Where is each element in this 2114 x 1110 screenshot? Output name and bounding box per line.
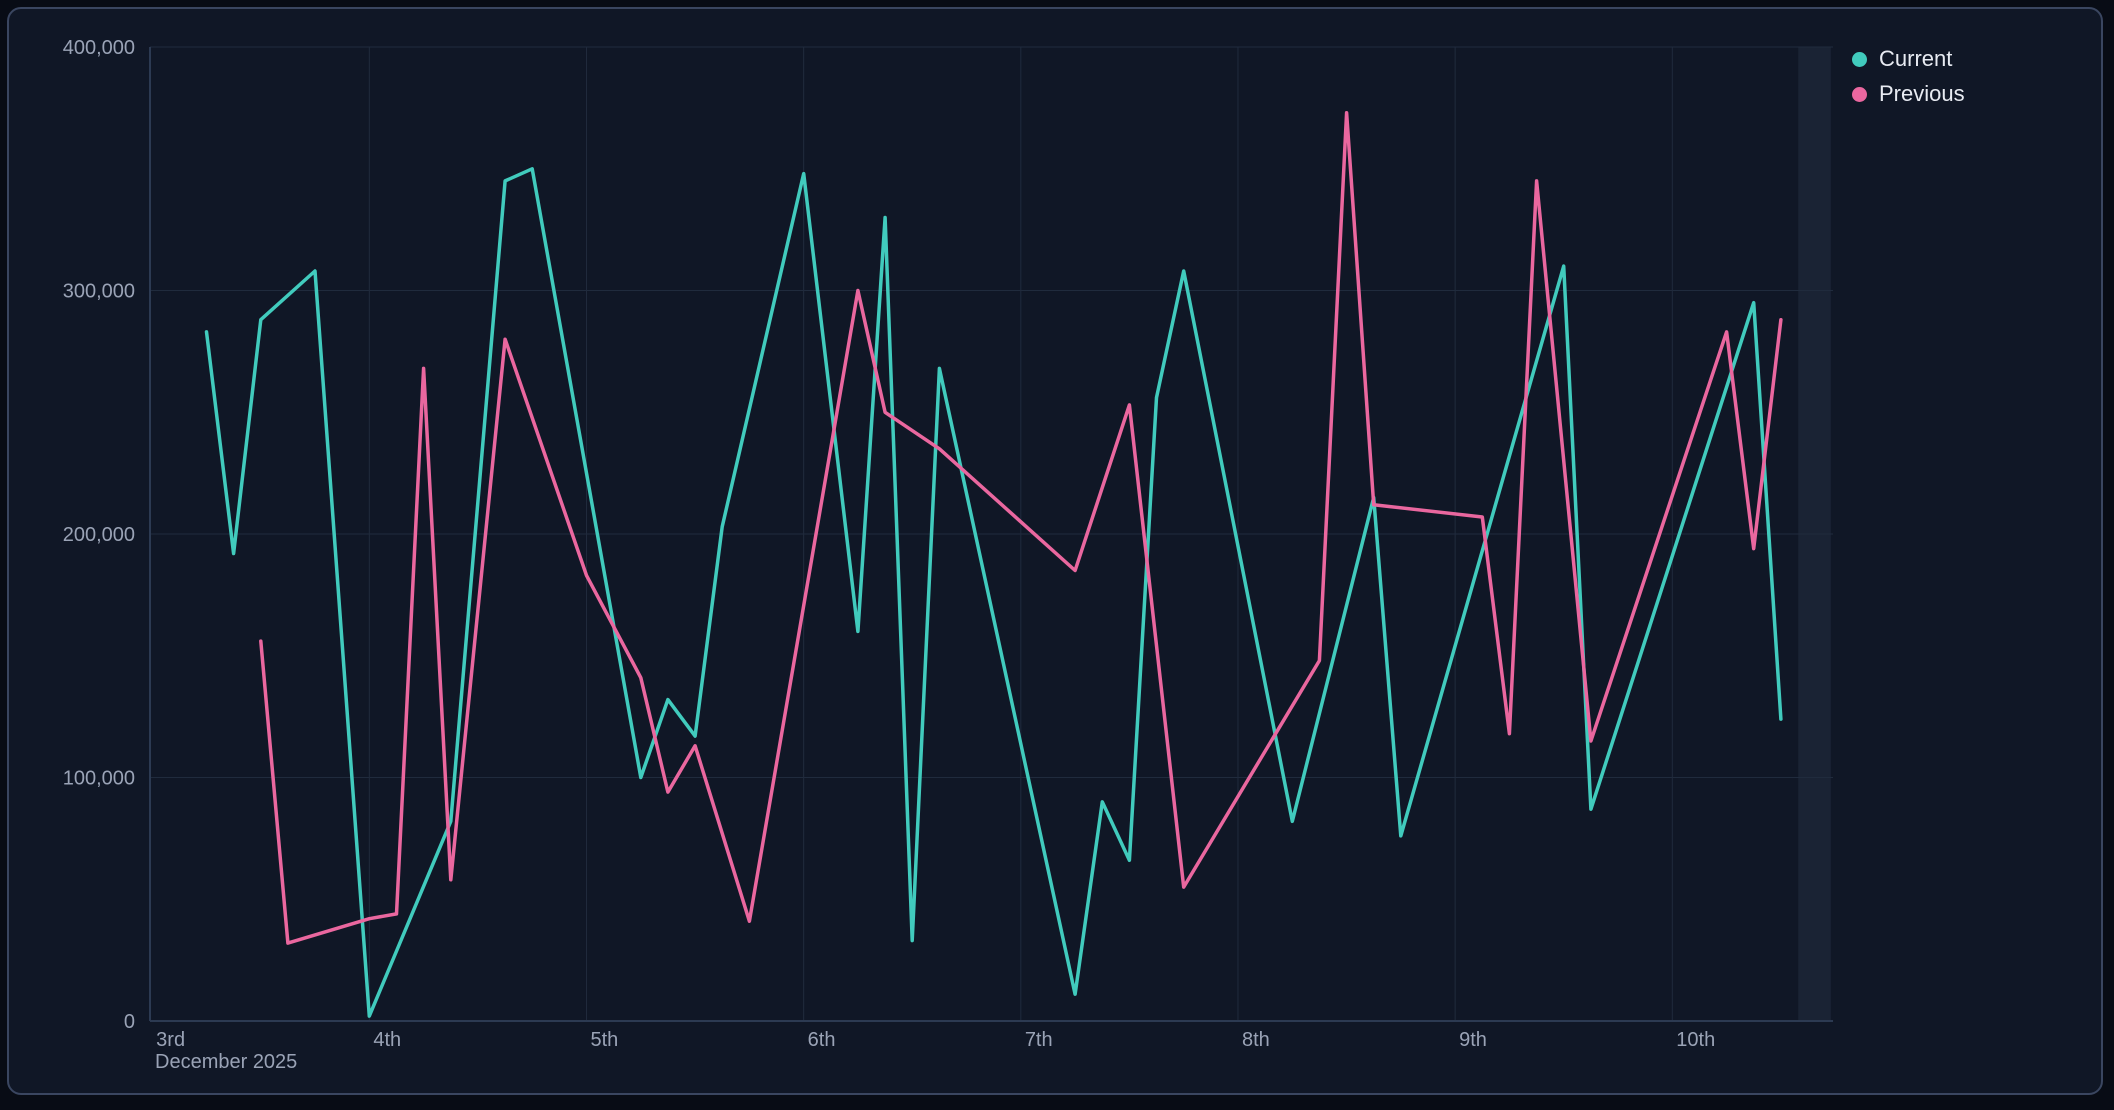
- x-tick-label: 3rd: [156, 1029, 185, 1051]
- x-tick-label: 7th: [1025, 1029, 1053, 1051]
- chart-legend: Current Previous: [1852, 48, 1965, 105]
- series-layer: [204, 110, 1783, 1018]
- y-tick-label: 100,000: [63, 768, 135, 790]
- series-line-previous[interactable]: [259, 110, 1783, 945]
- grid-layer: [150, 46, 1833, 1021]
- x-axis-month-label: December 2025: [155, 1051, 298, 1073]
- y-tick-label: 400,000: [63, 37, 135, 59]
- current-series-dot-icon: [1852, 51, 1867, 67]
- legend-item-current[interactable]: Current: [1852, 48, 1965, 70]
- x-tick-label: 5th: [590, 1029, 618, 1051]
- legend-label: Current: [1879, 46, 1953, 71]
- y-tick-label: 300,000: [63, 281, 135, 303]
- previous-series-dot-icon: [1852, 86, 1867, 102]
- x-tick-label: 4th: [373, 1029, 401, 1051]
- x-tick-label: 9th: [1459, 1029, 1487, 1051]
- legend-item-previous[interactable]: Previous: [1852, 83, 1965, 105]
- y-tick-label: 200,000: [63, 524, 135, 546]
- legend-label: Previous: [1879, 81, 1965, 106]
- series-line-current[interactable]: [204, 167, 1783, 1018]
- axis-tick-labels: 0 100,000 200,000 300,000 400,000 3rd 4th 5th 6t…: [63, 37, 1716, 1051]
- x-tick-label: 10th: [1676, 1029, 1715, 1051]
- x-tick-label: 8th: [1242, 1029, 1270, 1051]
- y-tick-label: 0: [124, 1011, 135, 1033]
- axis-layer: [149, 47, 1833, 1022]
- x-tick-label: 6th: [808, 1029, 836, 1051]
